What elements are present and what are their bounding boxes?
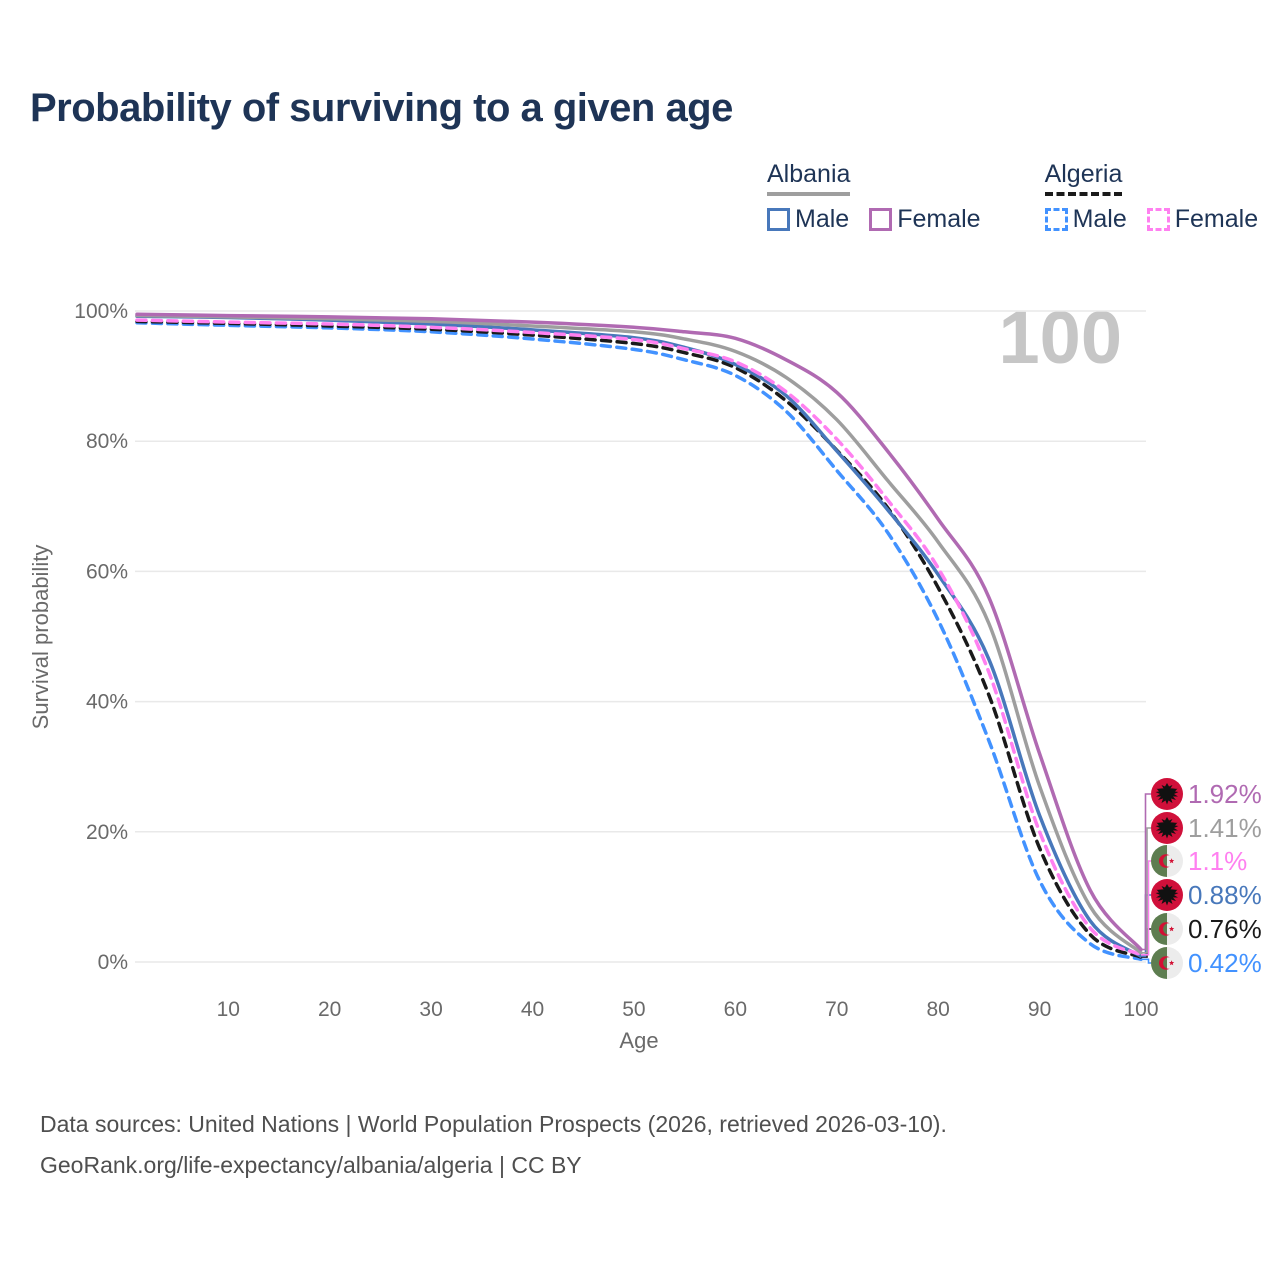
legend-item-algeria-male[interactable]: Male bbox=[1044, 205, 1127, 234]
x-axis-title: Age bbox=[619, 1028, 658, 1053]
checkbox-icon bbox=[869, 208, 893, 231]
chart-title: Probability of surviving to a given age bbox=[30, 86, 733, 130]
checkbox-icon bbox=[1044, 208, 1068, 231]
end-value-label-albania-female: 1.92% bbox=[1188, 779, 1262, 809]
legend-group-algeria: Algeria Male Female bbox=[1044, 160, 1259, 234]
y-tick-label: 80% bbox=[86, 430, 128, 453]
series-albania-female[interactable] bbox=[135, 312, 1143, 952]
x-tick-label: 100 bbox=[1123, 998, 1158, 1021]
leader-line-algeria-male bbox=[1141, 958, 1151, 964]
legend-group-title-albania[interactable]: Albania bbox=[767, 160, 851, 196]
legend-item-label: Female bbox=[1174, 205, 1259, 233]
end-value-label-algeria-male: 0.42% bbox=[1188, 948, 1262, 978]
legend-item-label: Male bbox=[795, 205, 850, 233]
leader-line-albania-both bbox=[1141, 827, 1151, 954]
legend-item-label: Female bbox=[897, 205, 981, 233]
albania-flag-icon bbox=[1151, 879, 1183, 911]
legend-item-label: Male bbox=[1072, 205, 1127, 233]
x-tick-label: 40 bbox=[521, 998, 544, 1021]
x-tick-label: 90 bbox=[1028, 998, 1051, 1021]
y-axis-title: Survival probability bbox=[28, 545, 53, 730]
checkbox-icon bbox=[767, 208, 790, 231]
x-tick-label: 20 bbox=[318, 998, 341, 1021]
watermark-age-100: 100 bbox=[999, 296, 1122, 379]
y-tick-label: 60% bbox=[86, 560, 128, 583]
x-tick-label: 50 bbox=[622, 998, 645, 1021]
legend-group-title-algeria[interactable]: Algeria bbox=[1044, 160, 1123, 196]
y-tick-label: 40% bbox=[86, 691, 128, 714]
legend: Albania Male Female Algeria Male Female bbox=[767, 160, 1258, 234]
albania-flag-icon bbox=[1151, 812, 1183, 844]
series-albania-both[interactable] bbox=[135, 313, 1143, 955]
algeria-flag-icon bbox=[1151, 947, 1183, 979]
legend-item-albania-male[interactable]: Male bbox=[767, 205, 849, 234]
x-tick-label: 80 bbox=[926, 998, 949, 1021]
series-albania-male[interactable] bbox=[135, 314, 1143, 959]
y-tick-label: 0% bbox=[98, 951, 128, 974]
y-tick-label: 20% bbox=[86, 821, 128, 844]
end-value-label-algeria-female: 1.1% bbox=[1188, 846, 1247, 876]
leader-line-algeria-female bbox=[1141, 860, 1151, 956]
leader-line-albania-female bbox=[1141, 793, 1151, 951]
algeria-flag-icon bbox=[1151, 845, 1183, 877]
footer: Data sources: United Nations | World Pop… bbox=[40, 1104, 947, 1186]
checkbox-icon bbox=[1146, 208, 1170, 231]
series-algeria-male[interactable] bbox=[135, 320, 1143, 962]
x-tick-label: 70 bbox=[825, 998, 848, 1021]
albania-flag-icon bbox=[1151, 778, 1183, 810]
y-tick-label: 100% bbox=[74, 300, 128, 323]
series-algeria-female[interactable] bbox=[135, 318, 1143, 957]
end-value-label-albania-both: 1.41% bbox=[1188, 813, 1262, 843]
x-tick-label: 30 bbox=[419, 998, 442, 1021]
end-value-label-albania-male: 0.88% bbox=[1188, 880, 1262, 910]
x-tick-label: 10 bbox=[217, 998, 240, 1021]
algeria-flag-icon bbox=[1151, 913, 1183, 945]
legend-group-albania: Albania Male Female bbox=[767, 160, 981, 234]
legend-item-algeria-female[interactable]: Female bbox=[1146, 205, 1259, 234]
legend-item-albania-female[interactable]: Female bbox=[869, 205, 981, 234]
footer-attribution-line: GeoRank.org/life-expectancy/albania/alge… bbox=[40, 1152, 582, 1178]
x-tick-label: 60 bbox=[724, 998, 747, 1021]
end-value-label-algeria-both: 0.76% bbox=[1188, 914, 1262, 944]
footer-sources-line: Data sources: United Nations | World Pop… bbox=[40, 1111, 947, 1137]
series-algeria-both[interactable] bbox=[135, 319, 1143, 959]
